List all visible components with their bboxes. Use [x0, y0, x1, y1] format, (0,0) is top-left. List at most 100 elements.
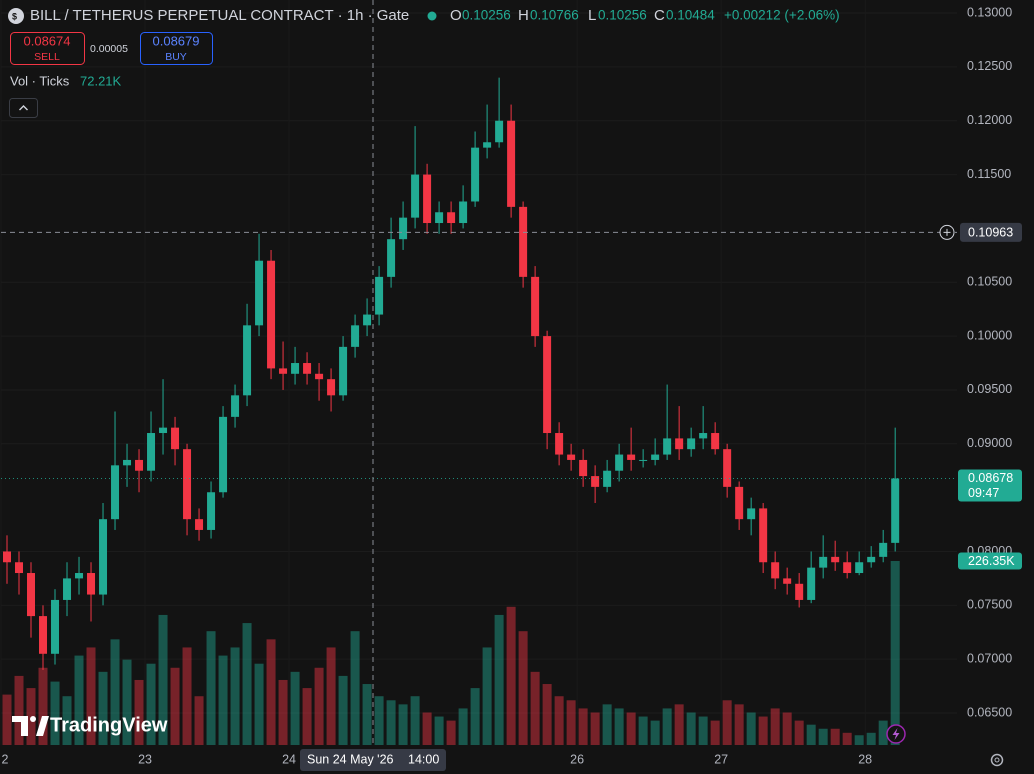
volume-bar [122, 659, 132, 745]
candle-body [423, 174, 432, 224]
candle-body [555, 433, 564, 455]
candle-body [483, 142, 492, 148]
candle-body [87, 573, 96, 595]
volume-bar [638, 716, 648, 745]
y-tick-label: 0.11500 [967, 167, 1011, 181]
volume-bar [50, 681, 60, 745]
collapse-button[interactable] [9, 98, 38, 118]
candle-body [63, 578, 72, 600]
candle-body [99, 519, 108, 595]
sell-button[interactable] [10, 32, 85, 65]
candle-body [627, 454, 636, 460]
candle-body [831, 556, 840, 563]
volume-bar [614, 708, 624, 745]
candle-body [363, 314, 372, 326]
candle-body [807, 567, 816, 600]
volume-indicator-value: 72.21K [80, 73, 122, 88]
volume-bar [746, 712, 756, 745]
x-tick-label: 23 [138, 752, 152, 766]
volume-bar [758, 716, 768, 745]
candle-body [507, 120, 516, 207]
candle-body [27, 573, 36, 617]
symbol-title[interactable]: BILL / TETHERUS PERPETUAL CONTRACT · 1h … [30, 7, 409, 24]
candle-body [639, 459, 648, 461]
settings-button[interactable] [990, 753, 1004, 767]
candle-body [735, 486, 744, 520]
candle-body [567, 454, 576, 460]
volume-bar [410, 696, 420, 745]
candle-body [531, 276, 540, 337]
candle-body [387, 239, 396, 277]
candle-body [207, 492, 216, 530]
candle-body [75, 573, 84, 579]
crosshair-date-label: Sun 24 May '26 [307, 752, 394, 766]
ohlc-key: O [450, 7, 462, 24]
candle-body [603, 470, 612, 487]
candle-body [255, 260, 264, 326]
volume-bar [2, 694, 12, 745]
volume-bar [734, 704, 744, 745]
last-volume-label: 226.35K [968, 554, 1015, 568]
sell-price: 0.08674 [24, 33, 71, 48]
volume-bar [794, 720, 804, 745]
x-tick-label: 2 [2, 752, 9, 766]
volume-bar [506, 606, 516, 745]
candle-body [651, 454, 660, 460]
candle-body [411, 174, 420, 218]
candle-body [711, 433, 720, 450]
volume-bar [110, 639, 120, 745]
volume-bar [566, 700, 576, 745]
volume-bar [806, 724, 816, 745]
sell-label: SELL [34, 51, 60, 63]
volume-bar [26, 688, 36, 745]
volume-bar [218, 655, 228, 745]
volume-indicator[interactable]: Vol · Ticks [10, 73, 70, 88]
volume-bar [182, 647, 192, 745]
candle-body [759, 508, 768, 563]
candle-body [795, 583, 804, 600]
candle-body [327, 379, 336, 396]
x-tick-label: 28 [858, 752, 872, 766]
candle-body [231, 395, 240, 417]
candle-body [699, 433, 708, 439]
candle-body [747, 508, 756, 520]
volume-bar [818, 728, 828, 745]
y-tick-label: 0.06500 [967, 705, 1012, 719]
volume-bar [722, 700, 732, 745]
candle-body [339, 346, 348, 396]
volume-bar [350, 631, 360, 745]
y-tick-label: 0.07000 [967, 651, 1012, 665]
candle-body [171, 427, 180, 450]
volume-bar [278, 679, 288, 745]
candle-body [471, 147, 480, 202]
candle-body [51, 599, 60, 654]
volume-bar [290, 671, 300, 745]
ohlc-key: H [518, 7, 529, 24]
candle-body [867, 556, 876, 563]
volume-bar [530, 671, 540, 745]
ohlc-key: L [588, 7, 596, 24]
volume-bar [482, 647, 492, 745]
candle-body [243, 325, 252, 396]
logo-text: TradingView [50, 714, 168, 736]
x-tick-label: 26 [570, 752, 584, 766]
y-tick-label: 0.12000 [967, 113, 1012, 127]
volume-bar [458, 708, 468, 745]
candle-body [267, 260, 276, 369]
volume-bar [578, 708, 588, 745]
candle-body [123, 459, 132, 466]
volume-bar [470, 688, 480, 745]
buy-button[interactable] [140, 32, 213, 65]
crosshair-time-label: 14:00 [408, 752, 439, 766]
candle-body [495, 120, 504, 143]
volume-bar [890, 561, 900, 745]
candle-body [675, 438, 684, 450]
candle-body [195, 519, 204, 530]
volume-bar [266, 639, 276, 745]
candle-body [135, 459, 144, 471]
volume-bar [854, 735, 864, 745]
candle-body [39, 616, 48, 654]
x-tick-label: 24 [282, 752, 296, 766]
volume-bar [14, 675, 24, 745]
